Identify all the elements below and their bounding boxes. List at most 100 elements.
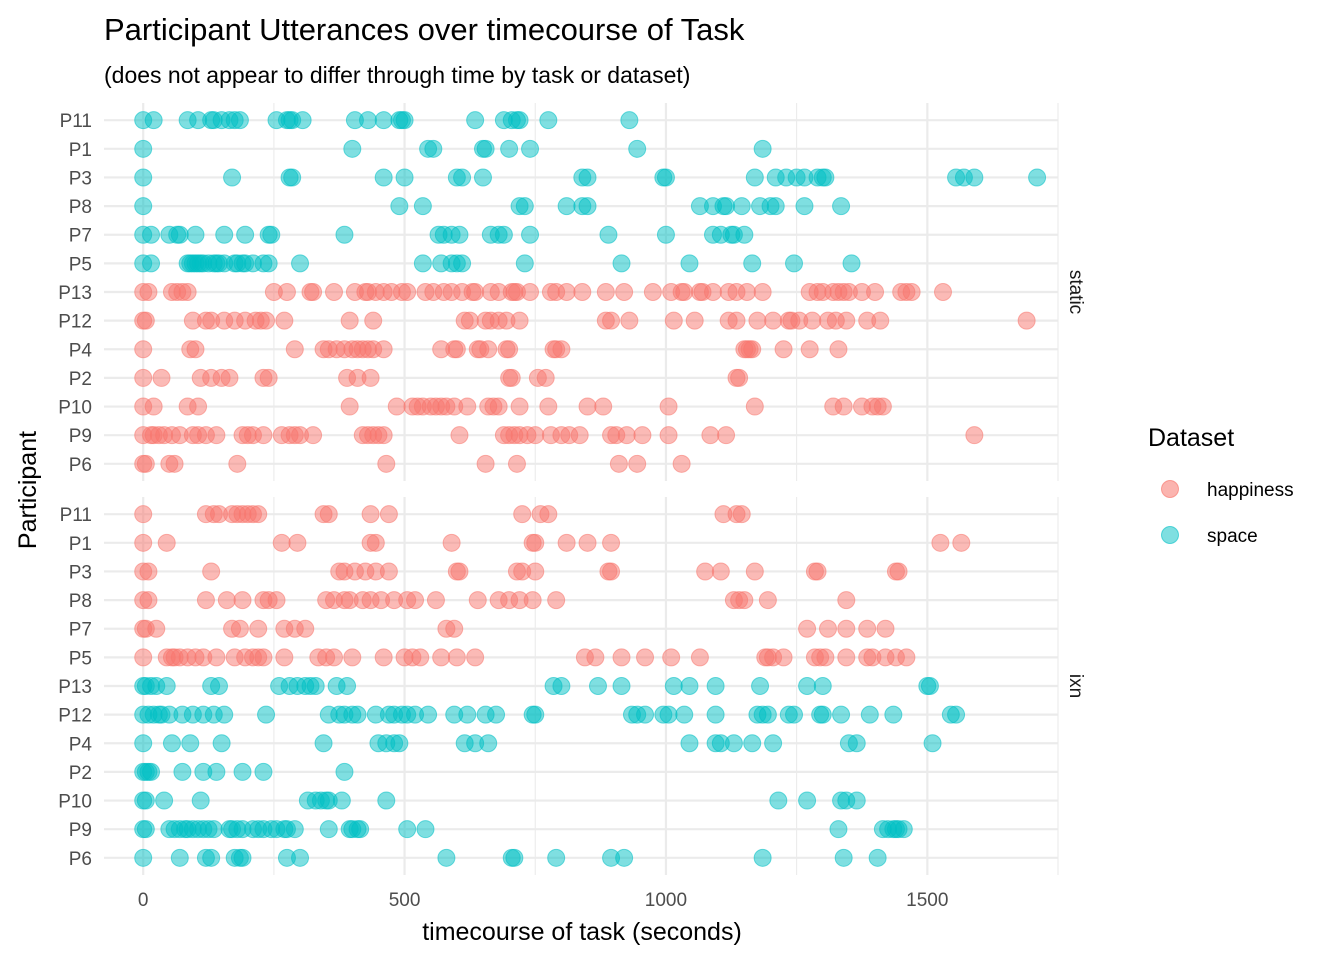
data-point-happiness [500,340,519,359]
data-point-happiness [275,648,294,667]
data-point-happiness [774,340,793,359]
data-point-space [743,254,762,273]
data-point-space [798,677,817,695]
data-point-happiness [557,283,576,301]
data-point-space [453,168,472,187]
data-point-space [965,168,984,187]
data-point-happiness [526,533,545,552]
data-point-space [254,762,273,781]
data-point-happiness [134,505,153,524]
data-point-happiness [672,454,691,473]
data-point-space [424,139,443,158]
x-axis-label: timecourse of task (seconds) [422,918,742,946]
data-point-space [680,677,699,695]
data-point-space [191,791,210,810]
data-point-happiness [147,619,166,638]
data-point-happiness [379,562,398,581]
legend-label-space: space [1207,526,1258,547]
y-tick-label: P6 [69,455,92,476]
data-point-space [416,820,435,839]
data-point-happiness [743,340,762,359]
data-point-space [204,820,223,839]
data-point-space [338,677,357,695]
data-point-happiness [134,368,153,387]
data-point-happiness [479,340,498,359]
data-point-happiness [837,311,856,330]
data-point-space [539,111,558,130]
data-point-space [557,197,576,216]
data-point-space [636,705,655,724]
data-point-happiness [526,562,545,581]
data-point-space [173,762,192,781]
chart-subtitle: (does not appear to differ through time … [104,62,690,88]
data-point-space [332,791,351,810]
y-tick-label: P4 [69,734,93,755]
data-point-space [785,705,804,724]
data-point-space [343,139,362,158]
data-point-happiness [139,283,158,301]
data-point-happiness [398,283,417,301]
data-point-happiness [466,648,485,667]
data-point-space [395,168,414,187]
data-point-happiness [374,340,393,359]
data-point-happiness [426,591,445,610]
data-point-happiness [254,648,273,667]
grid-layer [104,103,1059,875]
data-point-space [170,225,189,244]
data-point-space [764,734,783,753]
data-point-happiness [730,368,749,387]
data-point-space [157,677,176,695]
data-point-happiness [612,648,631,667]
data-point-happiness [521,283,540,301]
data-point-space [894,820,913,839]
data-point-space [860,705,879,724]
data-point-happiness [547,591,566,610]
data-point-space [664,677,683,695]
data-point-happiness [207,426,226,445]
y-tick-label: P8 [69,197,92,218]
data-point-happiness [659,426,678,445]
data-point-happiness [343,648,362,667]
data-point-happiness [596,283,615,301]
data-point-space [552,677,571,695]
data-point-happiness [965,426,984,445]
data-point-space [588,677,607,695]
data-point-happiness [136,311,155,330]
data-point-space [134,734,153,753]
data-point-happiness [304,426,323,445]
data-point-space [413,254,432,273]
data-point-happiness [361,505,380,524]
y-tick-label: P11 [60,505,92,526]
data-point-happiness [379,505,398,524]
data-point-happiness [617,426,636,445]
data-point-space [578,168,597,187]
data-point-happiness [230,619,249,638]
data-point-space [521,225,540,244]
data-point-space [735,225,754,244]
data-point-space [656,225,675,244]
data-point-space [136,791,155,810]
data-point-happiness [489,397,508,416]
y-tick-label: P5 [69,648,92,669]
data-point-space [348,705,367,724]
data-point-happiness [753,283,772,301]
data-point-happiness [701,426,720,445]
data-point-happiness [228,454,247,473]
data-point-happiness [304,283,323,301]
data-point-space [230,111,249,130]
data-point-happiness [659,397,678,416]
data-point-space [816,168,835,187]
x-tick-label: 1500 [906,890,948,911]
data-point-space [335,762,354,781]
data-point-happiness [476,454,495,473]
data-point-space [521,139,540,158]
data-point-space [395,111,414,130]
data-point-happiness [165,454,184,473]
data-point-space [398,820,417,839]
data-point-space [526,705,545,724]
data-point-space [680,254,699,273]
data-point-happiness [764,311,783,330]
data-point-space [319,820,338,839]
data-point-space [134,139,153,158]
data-point-space [675,705,694,724]
